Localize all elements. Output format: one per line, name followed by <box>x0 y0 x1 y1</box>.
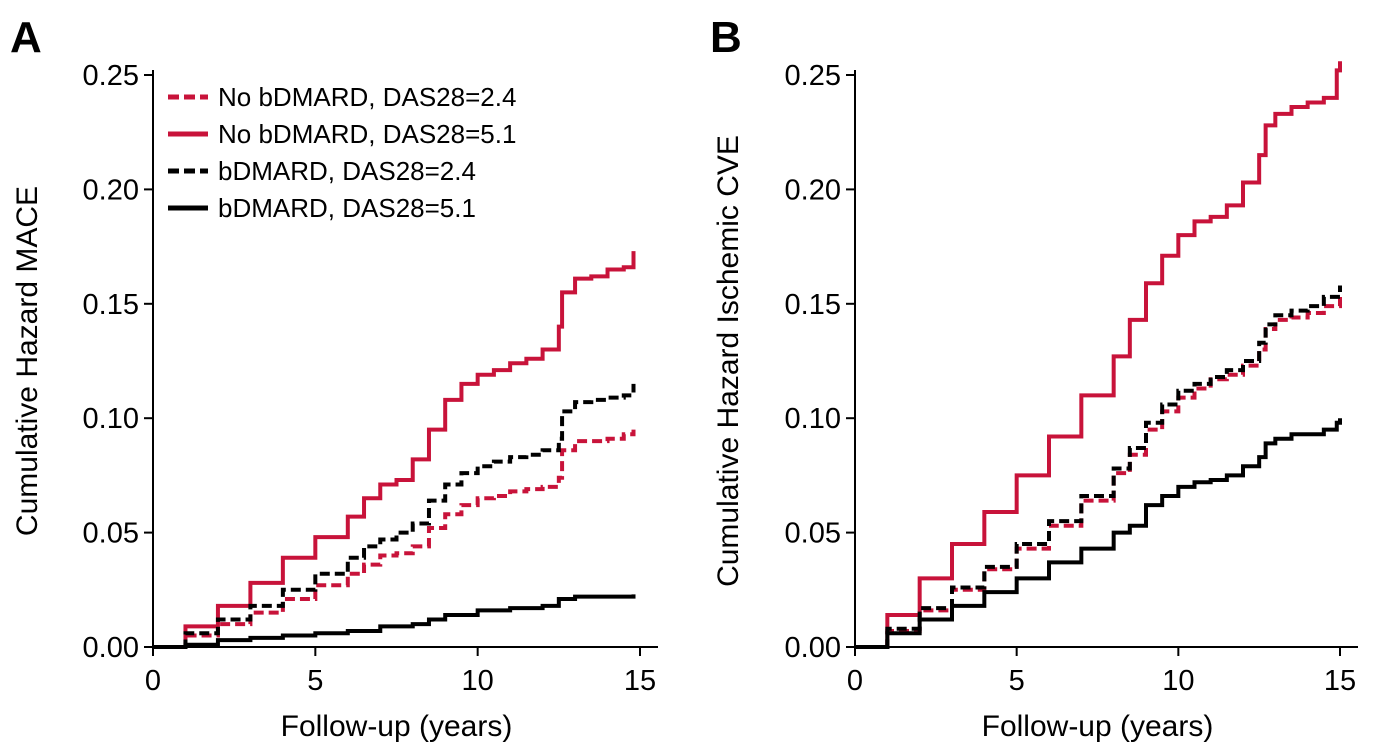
y-tick-label: 0.25 <box>83 60 139 92</box>
x-axis-title: Follow-up (years) <box>281 710 513 743</box>
y-tick-label: 0.15 <box>785 289 841 321</box>
y-tick-label: 0.05 <box>83 518 139 550</box>
chart-panel-b: B 0.00 0.05 0.10 0.15 0.20 0.25 0 5 10 15 Follow-up… <box>710 13 1358 743</box>
y-tick-label: 0.20 <box>83 174 139 206</box>
y-tick-label: 0.00 <box>83 632 139 664</box>
x-tick-label: 10 <box>462 665 494 697</box>
series-line <box>855 61 1342 649</box>
series-line <box>855 418 1342 649</box>
x-tick-label: 10 <box>1162 665 1194 697</box>
series-line <box>153 594 636 649</box>
legend-label: bDMARD, DAS28=5.1 <box>218 193 476 223</box>
series-line <box>153 383 636 649</box>
x-tick-label: 5 <box>1009 665 1025 697</box>
y-tick-label: 0.00 <box>785 632 841 664</box>
y-tick-label: 0.10 <box>83 403 139 435</box>
y-tick-label: 0.20 <box>785 174 841 206</box>
y-tick-label: 0.25 <box>785 60 841 92</box>
y-axis-title: Cumulative Hazard MACE <box>11 186 44 536</box>
legend-label: No bDMARD, DAS28=5.1 <box>218 119 516 149</box>
legend: No bDMARD, DAS28=2.4 No bDMARD, DAS28=5.1… <box>168 82 516 223</box>
panel-label: A <box>10 13 42 62</box>
legend-label: bDMARD, DAS28=2.4 <box>218 156 476 186</box>
legend-label: No bDMARD, DAS28=2.4 <box>218 82 516 112</box>
chart-panel-a: A 0.00 0.05 0.10 0.15 0.20 0.25 0 5 10 15 Follow-up… <box>10 13 658 743</box>
series-line <box>153 429 636 649</box>
panel-label: B <box>710 13 742 62</box>
y-tick-label: 0.10 <box>785 403 841 435</box>
x-tick-label: 0 <box>847 665 863 697</box>
y-tick-label: 0.15 <box>83 289 139 321</box>
series-line <box>855 285 1342 649</box>
series-line <box>153 251 636 649</box>
x-tick-label: 0 <box>145 665 161 697</box>
x-tick-label: 15 <box>624 665 656 697</box>
x-axis-title: Follow-up (years) <box>982 710 1214 743</box>
y-tick-label: 0.05 <box>785 518 841 550</box>
x-tick-label: 5 <box>307 665 323 697</box>
x-tick-label: 15 <box>1324 665 1356 697</box>
y-axis-title: Cumulative Hazard Ischemic CVE <box>712 135 745 587</box>
